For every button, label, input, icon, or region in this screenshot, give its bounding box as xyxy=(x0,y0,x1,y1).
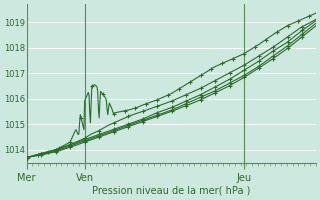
X-axis label: Pression niveau de la mer( hPa ): Pression niveau de la mer( hPa ) xyxy=(92,186,251,196)
